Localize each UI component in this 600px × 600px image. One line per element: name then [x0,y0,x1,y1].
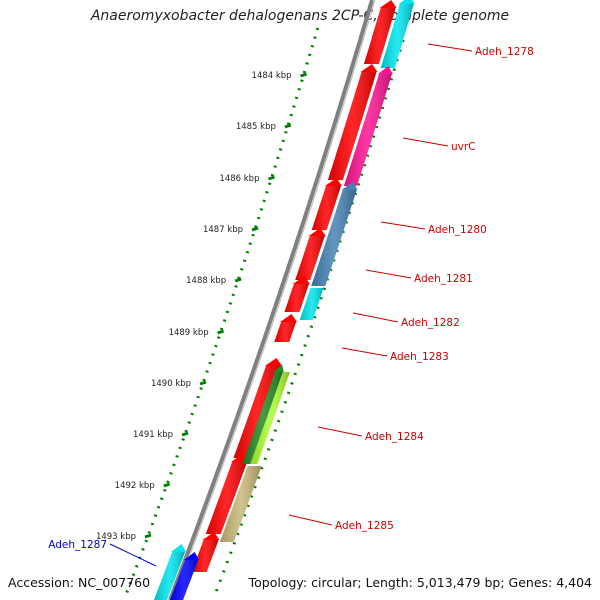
label-layer: Adeh_1278 uvrC Adeh_1280 Adeh_1281 Adeh_1282… [48,43,534,567]
class-block-green [242,364,284,464]
class-block-steelblue [311,182,358,286]
topology-label: Topology: circular; Length: 5,013,479 bp… [248,575,592,590]
gene-leader-line [288,514,333,526]
gene-label-group: Adeh_1280 [380,221,487,236]
outer-tick-ring [212,39,405,599]
kbp-tick-label: 1489 kbp [169,328,209,338]
class-block-cyan-2 [299,288,324,320]
gene-leader-line [352,312,399,323]
kbp-tick-mark [144,533,152,539]
kbp-tick-mark [234,277,242,283]
kbp-tick-label: 1485 kbp [236,122,276,132]
backbone-layer [168,0,376,600]
gene-label: Adeh_1278 [475,46,534,58]
kbp-tick-mark [181,431,189,437]
gene-leader-line [402,137,449,147]
gene-leader-line [365,269,412,279]
kbp-tick-mark [300,72,308,78]
tick-layer: 1484 kbp 1485 kbp 1486 kbp 1487 kbp 1488 kbp… [96,27,405,599]
gene-label: Adeh_1287 [48,539,107,551]
cds-block-minus [170,552,200,600]
accession-label: Accession: NC_007760 [8,575,151,590]
kbp-tick-mark [217,329,225,335]
class-block-lime [250,372,290,464]
kbp-tick-label: 1491 kbp [133,430,173,440]
kbp-tick-label: 1486 kbp [219,174,259,184]
gene-leader-line [317,426,363,437]
kbp-tick-label: 1490 kbp [151,379,191,389]
kbp-tick-mark [268,175,275,181]
kbp-tick-label: 1487 kbp [203,225,243,235]
class-block-khaki [219,466,262,542]
gene-label-group: uvrC [402,137,476,153]
gene-label-group: Adeh_1282 [352,312,460,329]
kbp-tick-mark [251,226,259,232]
cds-block-4 [284,276,310,312]
kbp-tick-label: 1493 kbp [96,532,136,542]
cds-block-5 [274,314,298,342]
feature-layer [154,0,415,600]
gene-label: Adeh_1281 [414,273,473,285]
kbp-tick-mark [199,380,207,386]
gene-label: Adeh_1282 [401,317,460,329]
gene-leader-line [427,43,473,52]
kbp-tick-mark [284,123,292,129]
gene-label-group: Adeh_1278 [427,43,534,58]
gene-label: Adeh_1283 [390,351,449,363]
gene-label: uvrC [451,141,476,153]
class-block-magenta [343,66,393,186]
cds-block-3 [295,228,326,280]
gene-label-group: Adeh_1285 [288,514,394,532]
gene-label: Adeh_1280 [428,224,487,236]
genome-backbone-highlight [172,0,376,600]
class-block-cyan-3 [154,544,187,600]
genome-backbone [168,0,374,600]
tick-ring [123,27,320,599]
kbp-tick-mark [163,482,171,488]
gene-label-group: Adeh_1287 [48,539,157,567]
gene-leader-line [341,347,388,357]
cds-block-2 [311,178,342,230]
gene-leader-line [109,543,157,567]
cds-block-7 [205,454,249,534]
cds-block-0 [363,0,397,64]
gene-label-group: Adeh_1283 [341,347,449,363]
cds-block-1 [327,64,378,180]
gene-label: Adeh_1284 [365,431,424,443]
kbp-tick-label: 1484 kbp [252,71,292,81]
gene-label-group: Adeh_1284 [317,426,424,443]
kbp-tick-label: 1488 kbp [186,276,226,286]
gene-leader-line [380,221,426,230]
gene-label-group: Adeh_1281 [365,269,473,285]
cds-block-8 [191,532,220,572]
gene-label: Adeh_1285 [335,520,394,532]
kbp-tick-label: 1492 kbp [115,481,155,491]
class-block-cyan-1 [380,0,415,68]
